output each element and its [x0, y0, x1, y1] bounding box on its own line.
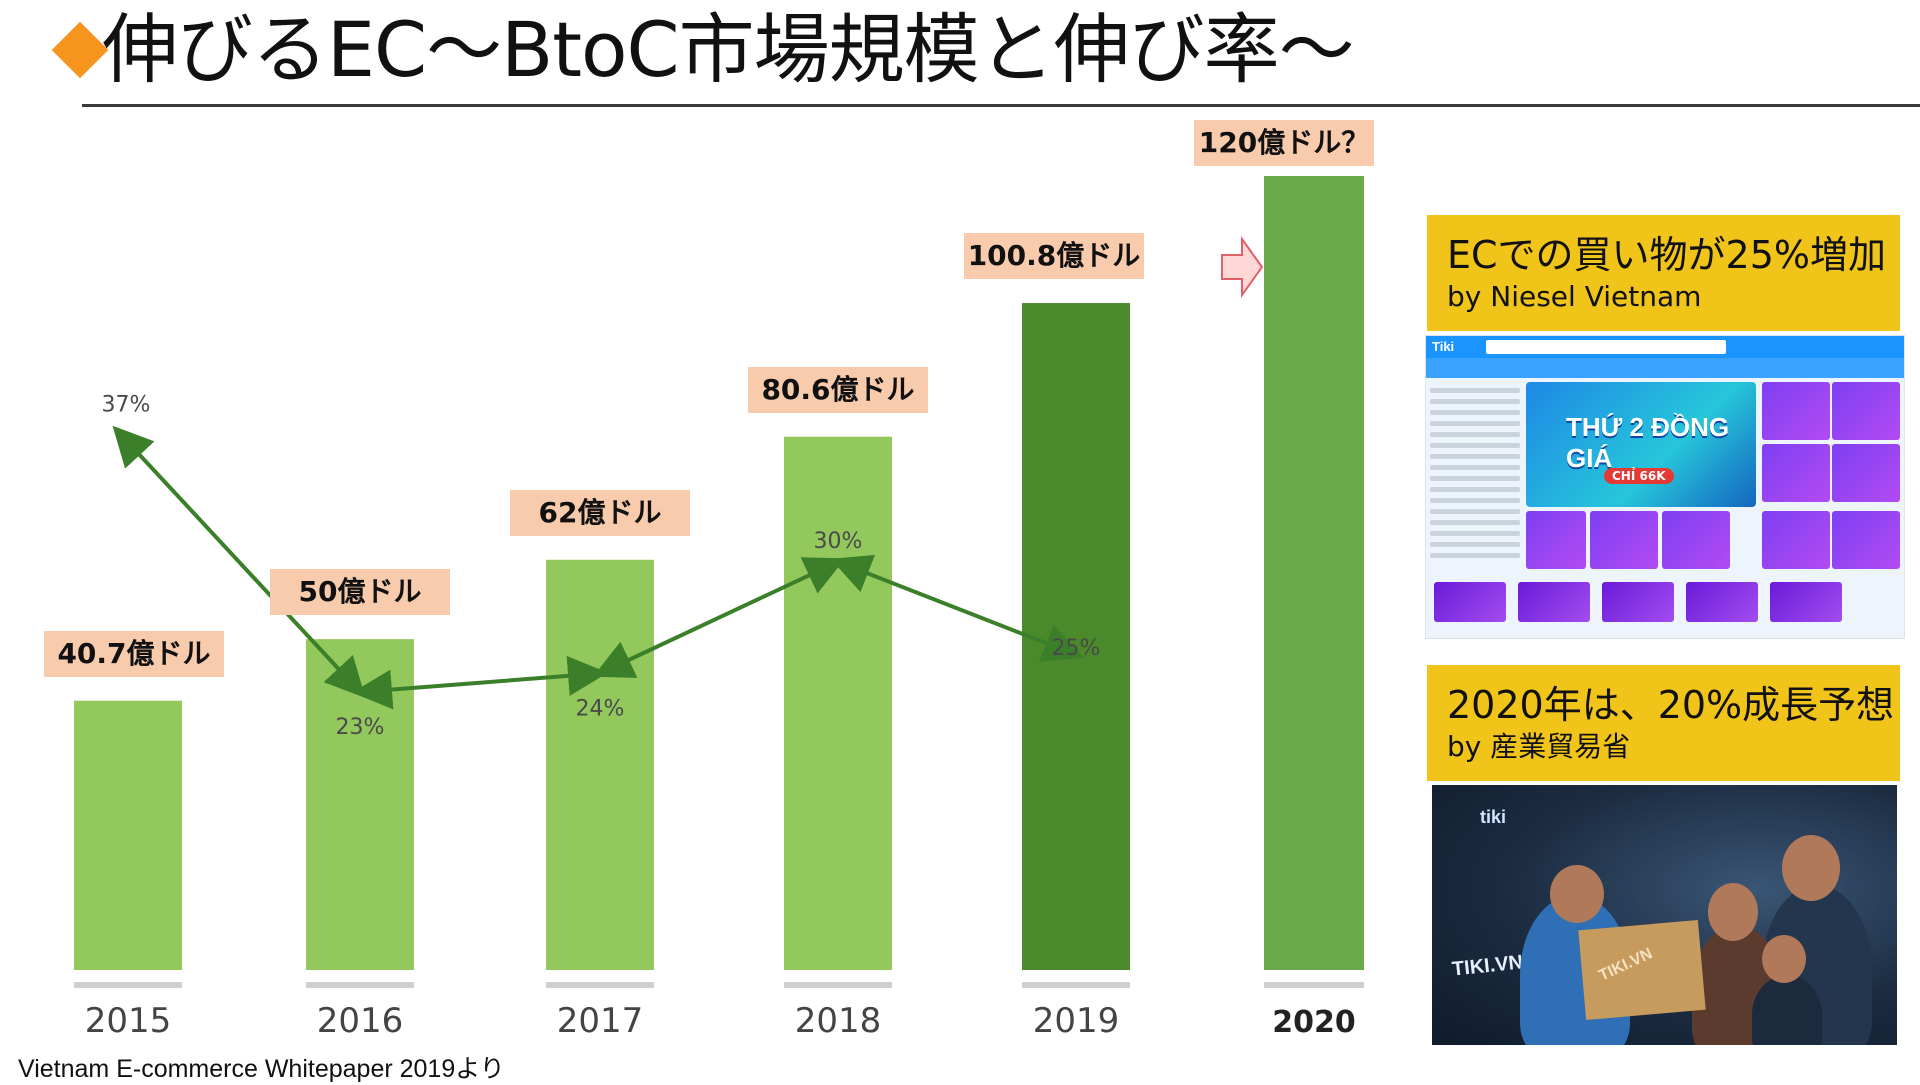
x-tick-2020: 2020 — [1272, 1005, 1356, 1040]
promo-tile — [1832, 511, 1900, 569]
promo-tile — [1762, 444, 1830, 502]
market-size-chart: 37% 23% 24% 30% 25% 2015 2016 2017 2018 2019 2020 — [74, 176, 1364, 1041]
tiki-logo: tiki — [1480, 807, 1507, 827]
value-label-2016: 50億ドル — [270, 569, 450, 616]
bar-2017 — [546, 559, 654, 970]
diamond-bullet-icon — [51, 21, 109, 79]
promo-tile — [1590, 511, 1658, 569]
promo-price-tag: CHỈ 66K — [1604, 468, 1674, 484]
value-label-2017: 62億ドル — [510, 489, 690, 536]
callout-ec-growth: ECでの買い物が25%増加 by Niesel Vietnam — [1427, 215, 1900, 331]
voucher-tile — [1434, 582, 1506, 622]
growth-connector — [112, 425, 366, 698]
promo-tile — [1762, 382, 1830, 440]
website-header: Tiki — [1426, 336, 1904, 358]
man-face — [1782, 835, 1840, 901]
x-tick-2017: 2017 — [557, 1001, 644, 1041]
growth-connector — [352, 655, 608, 710]
voucher-tile — [1518, 582, 1590, 622]
callout-headline: ECでの買い物が25%増加 — [1447, 233, 1887, 277]
website-navbar — [1426, 358, 1904, 378]
tiki-delivery-photo: tiki TIKI.VN TIKI.VN — [1432, 785, 1897, 1045]
x-tick-2016: 2016 — [317, 1001, 404, 1041]
promo-tile — [1832, 382, 1900, 440]
promo-tile — [1526, 511, 1586, 569]
promo-tile — [1662, 511, 1730, 569]
child-face — [1762, 935, 1806, 983]
voucher-tile — [1686, 582, 1758, 622]
delivery-box: TIKI.VN — [1578, 919, 1706, 1021]
x-tick-2018: 2018 — [795, 1001, 882, 1041]
growth-rate-label: 30% — [814, 529, 863, 554]
website-category-list — [1430, 382, 1520, 564]
growth-connector — [592, 557, 846, 678]
courier-face — [1550, 865, 1604, 923]
promo-text: THỨ 2 ĐỒNG GIÁ — [1566, 412, 1730, 473]
axis-stub-2018 — [784, 982, 892, 988]
value-label-2015: 40.7億ドル — [44, 630, 224, 677]
bar-2020 — [1264, 176, 1364, 970]
source-note: Vietnam E-commerce Whitepaper 2019より — [18, 1055, 505, 1083]
title-divider — [82, 104, 1920, 107]
callout-headline: 2020年は、20%成長予想 — [1447, 683, 1895, 727]
child-figure — [1752, 975, 1822, 1045]
promo-tile — [1832, 444, 1900, 502]
bar-2018 — [784, 436, 892, 970]
callout-byline: by 産業貿易省 — [1447, 730, 1631, 763]
voucher-tile — [1770, 582, 1842, 622]
callout-2020-forecast: 2020年は、20%成長予想 by 産業貿易省 — [1427, 665, 1900, 781]
box-text: TIKI.VN — [1596, 945, 1656, 985]
growth-rate-label: 37% — [102, 393, 151, 418]
website-search-bar — [1486, 340, 1726, 354]
x-tick-2019: 2019 — [1033, 1001, 1120, 1041]
growth-rate-label: 24% — [576, 696, 625, 721]
axis-stub-2019 — [1022, 982, 1130, 988]
van-text: TIKI.VN — [1450, 951, 1525, 981]
growth-rate-label: 25% — [1052, 636, 1101, 661]
axis-stub-2020 — [1264, 982, 1364, 988]
value-label-2020: 120億ドル？ — [1194, 120, 1374, 166]
axis-stub-2015 — [74, 982, 182, 988]
projection-arrow-icon — [1221, 235, 1264, 299]
axis-stub-2017 — [546, 982, 654, 988]
x-tick-2015: 2015 — [85, 1001, 172, 1041]
woman-face — [1708, 883, 1758, 941]
value-label-2018: 80.6億ドル — [748, 366, 928, 413]
bar-2015 — [74, 700, 182, 970]
promo-tile — [1762, 511, 1830, 569]
tiki-website-screenshot: Tiki THỨ 2 ĐỒNG GIÁ CHỈ 66K — [1425, 335, 1905, 639]
axis-stub-2016 — [306, 982, 414, 988]
slide-title: 伸びるEC～BtoC市場規模と伸び率～ — [102, 5, 1355, 94]
growth-rate-label: 23% — [336, 715, 385, 740]
promo-banner: THỨ 2 ĐỒNG GIÁ CHỈ 66K — [1526, 382, 1756, 507]
callout-byline: by Niesel Vietnam — [1447, 280, 1702, 313]
tiki-logo: Tiki — [1432, 339, 1455, 354]
growth-connector — [830, 554, 1084, 662]
voucher-tile — [1602, 582, 1674, 622]
value-label-2019: 100.8億ドル — [964, 233, 1144, 280]
title-area: 伸びるEC～BtoC市場規模と伸び率～ — [22, 0, 1920, 110]
